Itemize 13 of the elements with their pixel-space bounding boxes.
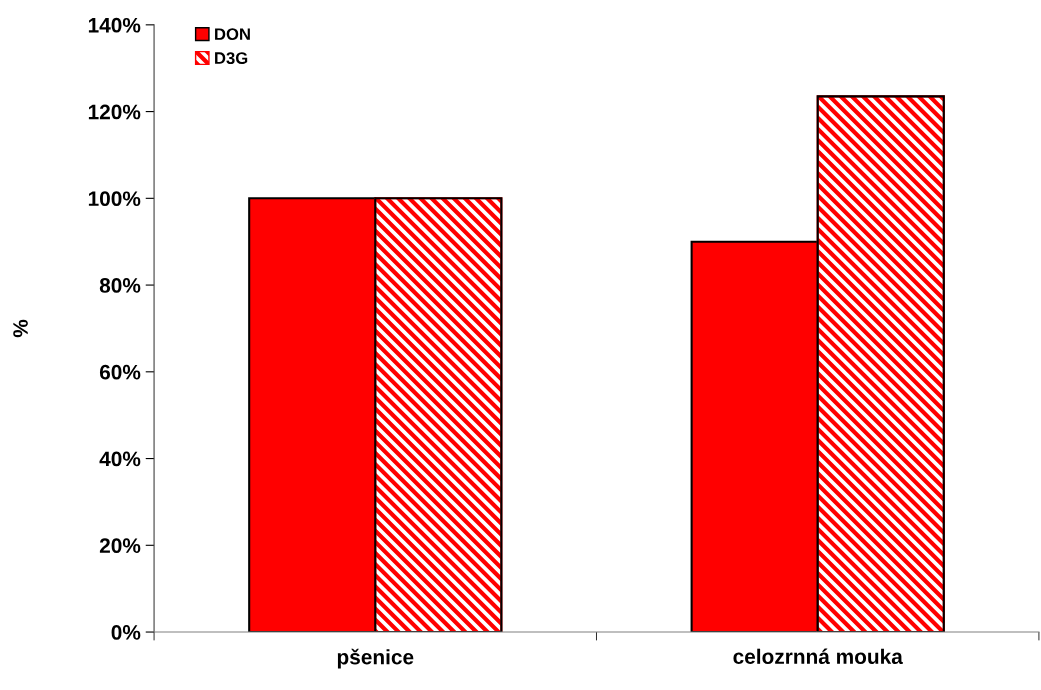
legend-label: D3G (215, 52, 248, 65)
y-tick-label: 60% (99, 364, 141, 380)
y-tick-label: 140% (88, 17, 141, 33)
y-tick-label: 0% (111, 625, 141, 640)
x-tick-label: pšenice (337, 648, 414, 669)
y-tick-label: 100% (88, 191, 141, 207)
y-tick-label: 20% (99, 538, 141, 554)
x-tick-label: celozrnná mouka (733, 648, 903, 665)
y-tick-label: 120% (88, 104, 141, 120)
y-axis-title: % (13, 319, 28, 338)
y-tick-label: 40% (99, 451, 141, 467)
y-tick-label: 80% (99, 278, 141, 293)
legend-label: DON (215, 28, 250, 41)
